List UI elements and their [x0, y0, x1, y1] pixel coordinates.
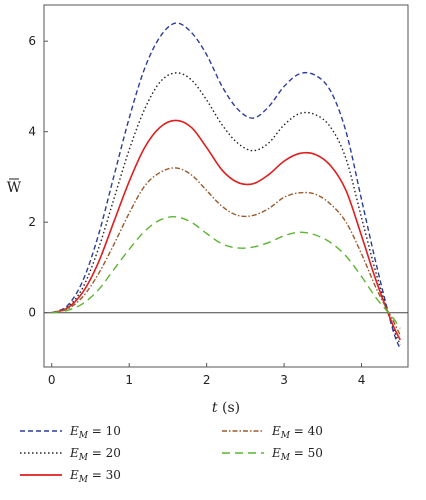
- series-line-1: [51, 22, 401, 350]
- legend-label-4: EM = 40: [271, 424, 323, 441]
- x-axis-label-var: t: [212, 400, 218, 416]
- y-tick-label: 6: [28, 34, 36, 48]
- series-line-5: [51, 215, 401, 329]
- legend-label-2: EM = 20: [69, 446, 121, 463]
- y-axis-label: W: [7, 180, 22, 196]
- y-tick-label: 0: [28, 306, 36, 320]
- y-tick-label: 4: [28, 125, 36, 139]
- x-tick-label: 0: [48, 373, 56, 387]
- series-line-4: [51, 167, 401, 336]
- x-tick-label: 3: [280, 373, 288, 387]
- legend-label-3: EM = 30: [69, 468, 121, 485]
- legend-label-5: EM = 50: [271, 446, 323, 463]
- x-tick-label: 2: [203, 373, 211, 387]
- legend-label-1: EM = 10: [69, 424, 121, 441]
- plot-frame: [43, 4, 409, 368]
- x-axis-label: t (s): [212, 400, 240, 416]
- y-tick-label: 2: [28, 215, 36, 229]
- x-axis-label-unit: (s): [218, 400, 241, 416]
- series-line-3: [51, 119, 401, 341]
- x-tick-label: 4: [358, 373, 366, 387]
- legend: EM = 10 EM = 20 EM = 30 EM = 40 EM = 50: [20, 424, 323, 485]
- x-tick-label: 1: [125, 373, 133, 387]
